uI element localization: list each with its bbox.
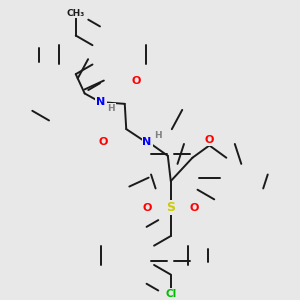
Text: Cl: Cl: [165, 289, 176, 299]
Text: O: O: [205, 135, 214, 145]
Text: H: H: [108, 104, 115, 113]
Text: CH₃: CH₃: [67, 9, 85, 18]
Text: O: O: [190, 203, 199, 213]
Text: S: S: [166, 201, 175, 214]
Text: N: N: [142, 137, 152, 148]
Text: O: O: [132, 76, 141, 86]
Text: O: O: [142, 203, 152, 213]
Text: H: H: [154, 131, 162, 140]
Text: N: N: [96, 98, 106, 107]
Text: O: O: [99, 136, 108, 147]
